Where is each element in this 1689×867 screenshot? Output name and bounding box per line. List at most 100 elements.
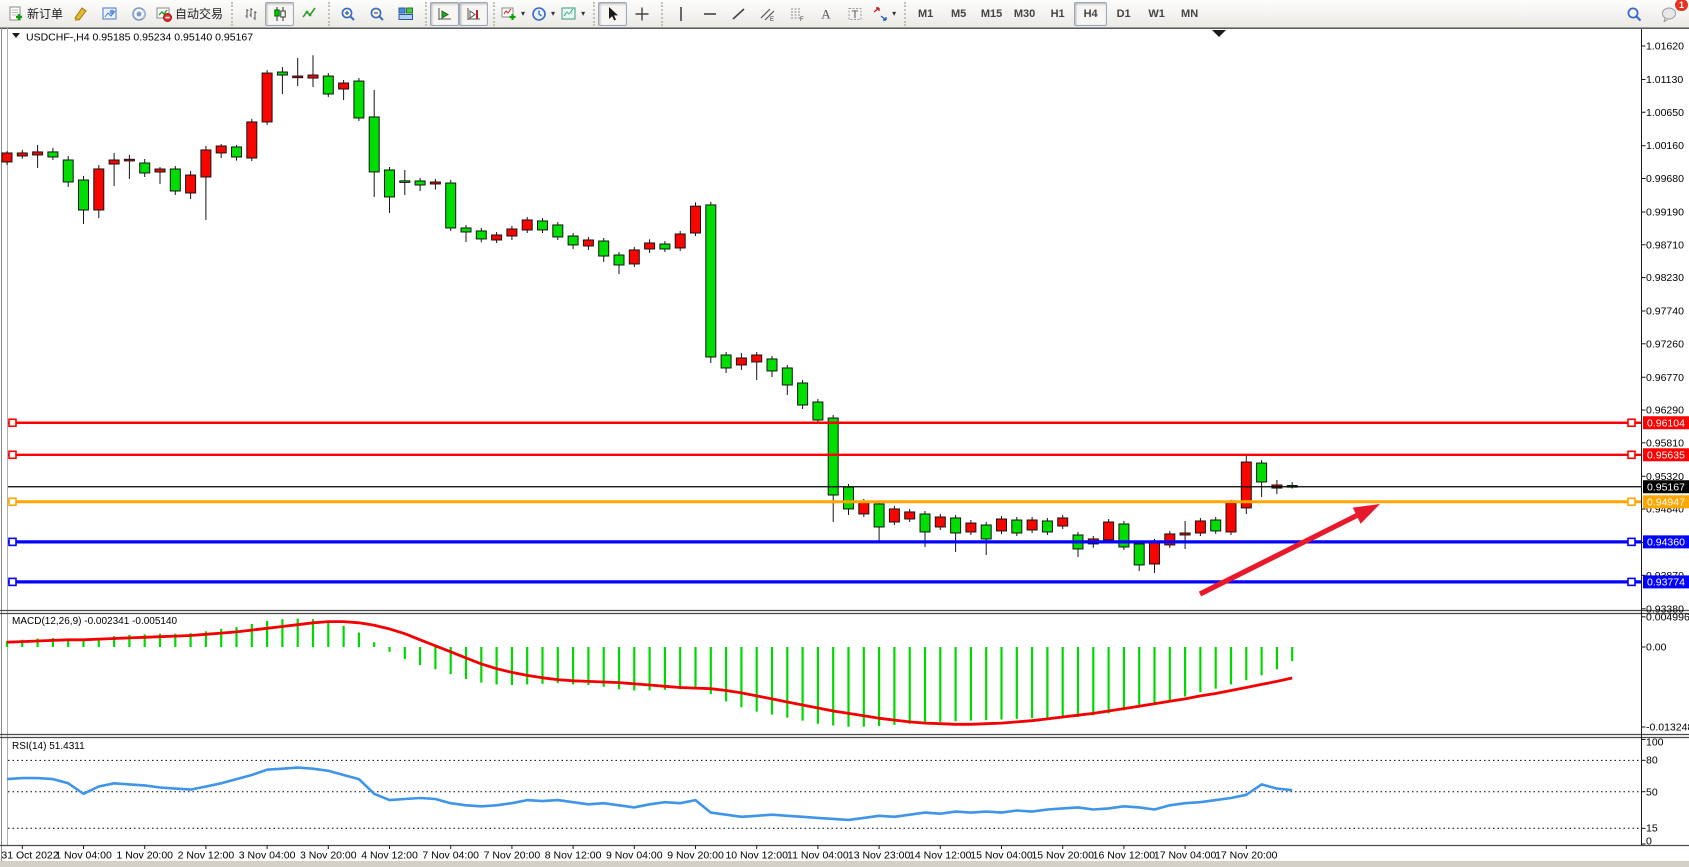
timeframe-d1-button[interactable]: D1 [1116,7,1131,20]
svg-text:7 Nov 04:00: 7 Nov 04:00 [422,850,479,862]
svg-text:0.95635: 0.95635 [1647,450,1685,462]
cursor-button[interactable] [598,1,628,26]
vertical-line-button[interactable] [666,2,695,26]
svg-text:11 Nov 04:00: 11 Nov 04:00 [787,850,849,862]
tile-windows-icon [398,7,413,20]
add-indicator-button[interactable]: ▾ [498,2,528,26]
new-order-button[interactable]: 新订单 [5,2,66,26]
price-axis[interactable]: 1.01620 1.01130 1.00650 1.00160 0.99680 0.991… [1641,29,1689,848]
symbol-dropdown-icon[interactable] [12,33,20,38]
dropdown-caret-icon: ▾ [521,9,526,18]
svg-text:0: 0 [1646,836,1652,848]
chart-title: USDCHF-,H4 0.95185 0.95234 0.95140 0.951… [26,32,253,44]
news-sound-icon [131,6,146,21]
chart-window-icon [102,7,117,19]
vertical-line-icon [679,6,682,21]
horizontal-line-0.94947[interactable] [8,497,1641,507]
search-button[interactable] [1619,2,1648,26]
chart-shift-button[interactable] [459,1,489,26]
arrows-icon [873,6,887,21]
zoom-in-button[interactable] [333,2,362,26]
rsi-indicator: RSI(14) 51.4311 [6,741,1641,829]
news-sound-button[interactable] [124,2,153,26]
svg-text:0.93774: 0.93774 [1647,577,1685,589]
chart-shift-icon [467,7,480,20]
styler-icon [73,6,87,21]
price-badge-0.95167: 0.95167 [1643,480,1689,494]
notification-badge: 1 [1673,0,1689,12]
candles-chart-icon [273,6,286,21]
toolbar-right: 1 [1619,0,1689,26]
timeframe-m15-button[interactable]: M15 [980,7,1003,20]
rsi-label: RSI(14) 51.4311 [12,741,85,752]
toolbar-group-objects: E F A T ▾ [661,1,902,26]
autotrading-label: 自动交易 [175,7,224,21]
timeframe-w1-button[interactable]: W1 [1148,7,1165,20]
crosshair-button[interactable] [627,2,656,26]
svg-text:A: A [821,6,831,21]
macd-indicator: MACD(12,26,9) -0.002341 -0.005140 [5,616,1294,727]
timeframe-mn-button[interactable]: MN [1181,7,1199,20]
styler-button[interactable] [66,2,95,26]
cursor-icon [608,6,618,20]
svg-text:3 Nov 04:00: 3 Nov 04:00 [239,850,296,862]
auto-scroll-button[interactable] [430,1,460,26]
horizontal-line-0.94360[interactable] [8,537,1641,547]
svg-text:0.96770: 0.96770 [1646,372,1684,384]
bars-chart-icon [245,7,257,20]
chart-shift-marker[interactable] [1212,30,1226,37]
svg-text:0.00: 0.00 [1646,642,1667,654]
timeframe-m5-button[interactable]: M5 [950,7,967,20]
candlestick-layer [1,55,1298,573]
trend-arrow[interactable] [1198,504,1380,597]
trendline-icon [732,7,745,20]
svg-text:80: 80 [1646,755,1658,767]
timeframe-m1-button[interactable]: M1 [917,7,934,20]
horizontal-line-button[interactable] [695,2,724,26]
horizontal-line-0.96104[interactable] [8,418,1641,428]
horizontal-line-0.93774[interactable] [8,577,1641,587]
bars-chart-button[interactable] [236,2,265,26]
horizontal-line-icon [703,12,716,15]
zoom-out-icon [370,7,384,21]
templates-button[interactable]: ▾ [558,2,588,26]
chart-window-button[interactable] [95,2,124,26]
svg-text:E: E [770,17,774,22]
svg-text:16 Nov 12:00: 16 Nov 12:00 [1093,850,1156,862]
notifications-button[interactable]: 1 [1654,0,1689,26]
zoom-out-button[interactable] [362,2,391,26]
price-badge-0.93774: 0.93774 [1643,575,1689,589]
periods-button[interactable]: ▾ [528,2,558,26]
svg-text:2 Nov 12:00: 2 Nov 12:00 [178,850,235,862]
horizontal-line-0.95635[interactable] [8,450,1641,460]
autotrading-button[interactable]: 自动交易 [153,2,226,26]
svg-text:31 Oct 2022: 31 Oct 2022 [1,850,58,862]
text-label-button[interactable]: T [840,2,869,26]
fibonacci-icon: F [790,8,804,22]
fibonacci-button[interactable]: F [782,2,811,26]
svg-text:1.01620: 1.01620 [1646,41,1684,53]
toolbar-group-dropdowns: ▾ ▾ ▾ [493,1,591,26]
svg-text:1.00160: 1.00160 [1646,140,1684,152]
tile-windows-button[interactable] [391,2,420,26]
equidistant-channel-button[interactable]: E [753,2,782,26]
svg-text:3 Nov 20:00: 3 Nov 20:00 [300,850,357,862]
line-chart-button[interactable] [294,2,323,26]
svg-text:0.94360: 0.94360 [1647,537,1685,549]
timeframe-m30-button[interactable]: M30 [1013,7,1036,20]
new-order-icon [9,6,22,20]
text-button[interactable]: A [811,2,840,26]
arrows-button[interactable]: ▾ [869,2,899,26]
svg-text:8 Nov 12:00: 8 Nov 12:00 [545,850,602,862]
svg-text:9 Nov 04:00: 9 Nov 04:00 [606,850,663,862]
svg-text:0.97260: 0.97260 [1646,338,1684,350]
svg-text:0.98230: 0.98230 [1646,272,1684,284]
timeframe-h4-button[interactable]: H4 [1074,1,1108,26]
timeframe-h1-button[interactable]: H1 [1050,7,1065,20]
svg-text:0.93380: 0.93380 [1646,603,1684,615]
trendline-button[interactable] [724,2,753,26]
candles-chart-button[interactable] [265,1,295,26]
